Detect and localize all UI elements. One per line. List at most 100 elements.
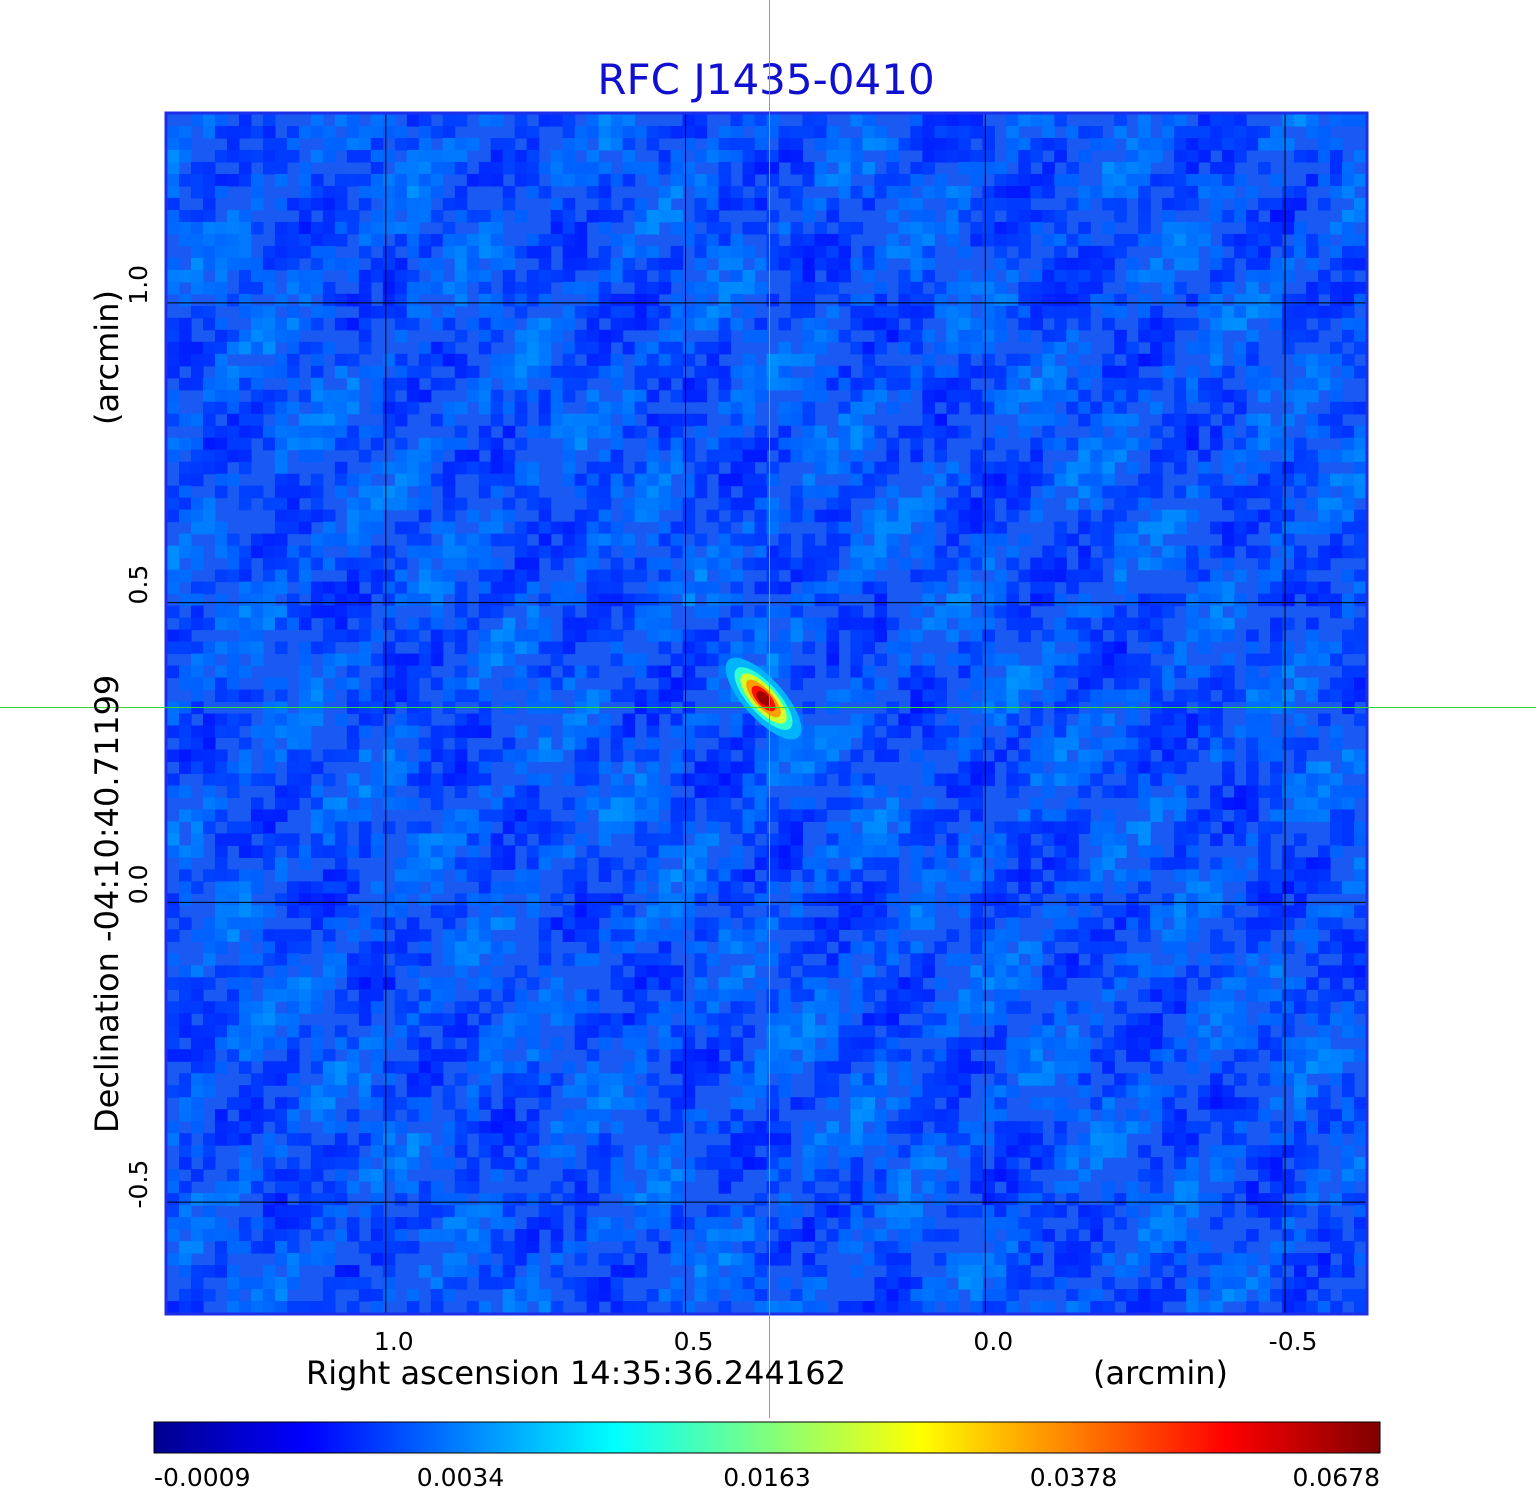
map-pixel	[970, 737, 983, 751]
map-pixel	[658, 461, 672, 475]
map-pixel	[1150, 725, 1163, 739]
map-pixel	[514, 1013, 528, 1026]
map-pixel	[874, 629, 887, 643]
map-pixel	[658, 341, 672, 355]
map-pixel	[1330, 821, 1343, 834]
map-pixel	[610, 893, 624, 906]
map-pixel	[898, 977, 911, 990]
map-pixel	[1330, 353, 1343, 367]
map-pixel	[1126, 377, 1139, 391]
map-pixel	[406, 929, 420, 942]
map-pixel	[1342, 833, 1355, 846]
map-pixel	[646, 341, 660, 355]
map-pixel	[658, 305, 672, 319]
map-pixel	[1042, 257, 1055, 271]
map-pixel	[454, 905, 468, 918]
map-pixel	[1078, 869, 1091, 882]
map-pixel	[1078, 401, 1091, 415]
map-pixel	[478, 641, 492, 655]
map-pixel	[838, 377, 852, 391]
map-pixel	[178, 413, 192, 427]
map-pixel	[706, 677, 720, 691]
map-pixel	[370, 269, 384, 283]
map-pixel	[382, 653, 396, 667]
map-pixel	[1126, 725, 1139, 739]
map-pixel	[442, 917, 456, 930]
map-pixel	[442, 305, 456, 319]
map-pixel	[790, 437, 804, 451]
map-pixel	[478, 389, 492, 403]
map-pixel	[262, 557, 276, 571]
map-pixel	[322, 341, 336, 355]
map-pixel	[634, 389, 648, 403]
map-pixel	[1090, 437, 1103, 451]
map-pixel	[1282, 305, 1295, 319]
map-pixel	[1258, 677, 1271, 691]
map-pixel	[478, 473, 492, 487]
map-pixel	[238, 425, 252, 439]
map-pixel	[1018, 833, 1031, 846]
map-pixel	[406, 617, 420, 631]
map-pixel	[718, 365, 732, 379]
map-pixel	[334, 461, 348, 475]
map-pixel	[1258, 653, 1271, 667]
map-pixel	[418, 353, 432, 367]
map-pixel	[1126, 521, 1139, 535]
map-pixel	[286, 557, 300, 571]
map-pixel	[646, 905, 660, 918]
map-pixel	[454, 665, 468, 679]
map-pixel	[1342, 317, 1355, 331]
map-pixel	[958, 605, 971, 619]
map-pixel	[562, 917, 576, 930]
map-pixel	[574, 761, 588, 775]
map-pixel	[550, 365, 564, 379]
map-pixel	[958, 989, 971, 1002]
map-pixel	[838, 797, 852, 811]
map-pixel	[550, 521, 564, 535]
map-pixel	[586, 521, 600, 535]
map-pixel	[886, 173, 899, 187]
map-pixel	[310, 557, 324, 571]
map-pixel	[167, 437, 180, 451]
map-pixel	[322, 917, 336, 930]
map-pixel	[1042, 137, 1055, 151]
map-pixel	[1090, 641, 1103, 655]
map-pixel	[826, 305, 840, 319]
map-pixel	[1174, 389, 1187, 403]
map-pixel	[214, 377, 228, 391]
map-pixel	[1186, 557, 1199, 571]
map-pixel	[1318, 305, 1331, 319]
map-pixel	[1018, 161, 1031, 175]
map-pixel	[442, 401, 456, 415]
map-pixel	[250, 317, 264, 331]
map-pixel	[922, 329, 935, 343]
map-pixel	[1246, 725, 1259, 739]
map-pixel	[226, 209, 240, 223]
map-pixel	[970, 653, 983, 667]
map-pixel	[1318, 353, 1331, 367]
map-pixel	[1222, 425, 1235, 439]
map-pixel	[1078, 341, 1091, 355]
map-pixel	[370, 437, 384, 451]
map-pixel	[646, 1013, 660, 1026]
map-pixel	[658, 617, 672, 631]
map-pixel	[742, 785, 756, 799]
map-pixel	[958, 617, 971, 631]
map-pixel	[802, 617, 816, 631]
map-pixel	[310, 821, 324, 834]
map-pixel	[1114, 233, 1127, 247]
map-pixel	[1174, 485, 1187, 499]
map-pixel	[1330, 965, 1343, 978]
map-pixel	[286, 245, 300, 259]
map-pixel	[562, 425, 576, 439]
map-pixel	[910, 905, 923, 918]
map-pixel	[298, 617, 312, 631]
map-pixel	[1198, 725, 1211, 739]
map-pixel	[790, 497, 804, 511]
map-pixel	[610, 269, 624, 283]
map-pixel	[250, 725, 264, 739]
map-pixel	[1102, 617, 1115, 631]
map-pixel	[406, 197, 420, 211]
map-pixel	[910, 689, 923, 703]
map-pixel	[1222, 737, 1235, 751]
